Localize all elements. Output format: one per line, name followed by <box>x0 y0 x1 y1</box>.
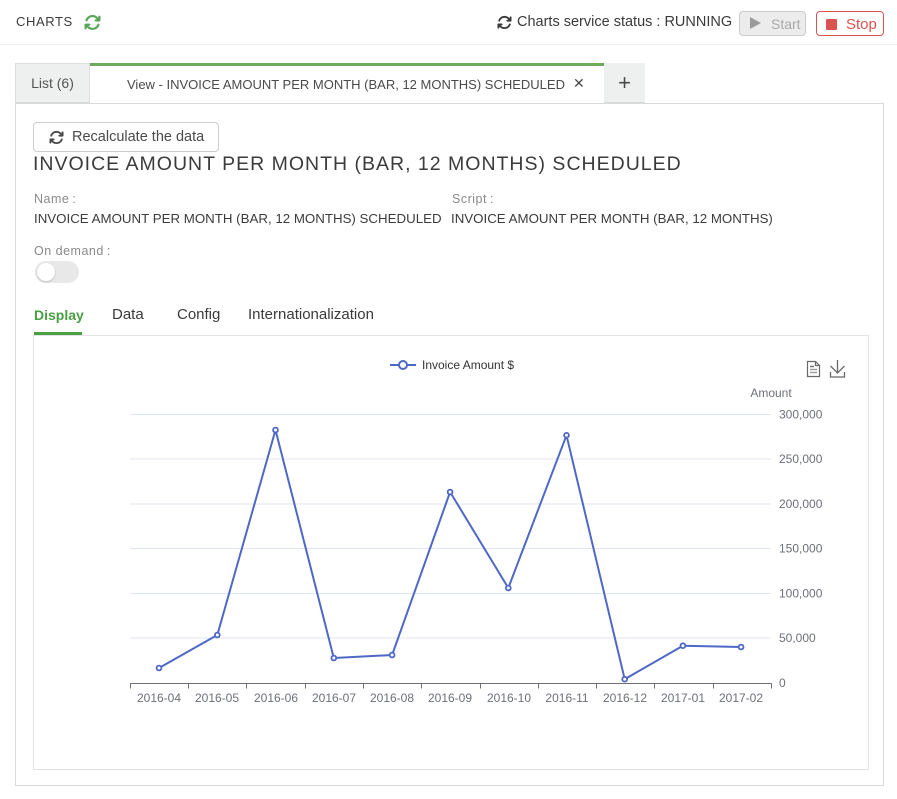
svg-text:0: 0 <box>779 676 786 690</box>
svg-text:Invoice Amount $: Invoice Amount $ <box>422 358 514 372</box>
svg-text:2016-12: 2016-12 <box>603 691 647 705</box>
svg-text:250,000: 250,000 <box>779 452 823 466</box>
svg-text:2016-09: 2016-09 <box>428 691 472 705</box>
svg-text:2017-02: 2017-02 <box>719 691 763 705</box>
svg-text:2016-11: 2016-11 <box>545 691 588 705</box>
svg-text:2016-08: 2016-08 <box>370 691 414 705</box>
svg-text:2016-05: 2016-05 <box>195 691 239 705</box>
svg-text:300,000: 300,000 <box>779 408 823 422</box>
svg-text:50,000: 50,000 <box>779 631 816 645</box>
svg-text:200,000: 200,000 <box>779 497 823 511</box>
svg-text:150,000: 150,000 <box>779 542 823 556</box>
svg-text:2016-06: 2016-06 <box>254 691 298 705</box>
svg-text:Amount: Amount <box>750 386 792 400</box>
svg-text:2016-07: 2016-07 <box>312 691 356 705</box>
svg-text:2017-01: 2017-01 <box>661 691 705 705</box>
svg-text:2016-10: 2016-10 <box>487 691 531 705</box>
svg-text:100,000: 100,000 <box>779 587 823 601</box>
svg-text:2016-04: 2016-04 <box>137 691 181 705</box>
